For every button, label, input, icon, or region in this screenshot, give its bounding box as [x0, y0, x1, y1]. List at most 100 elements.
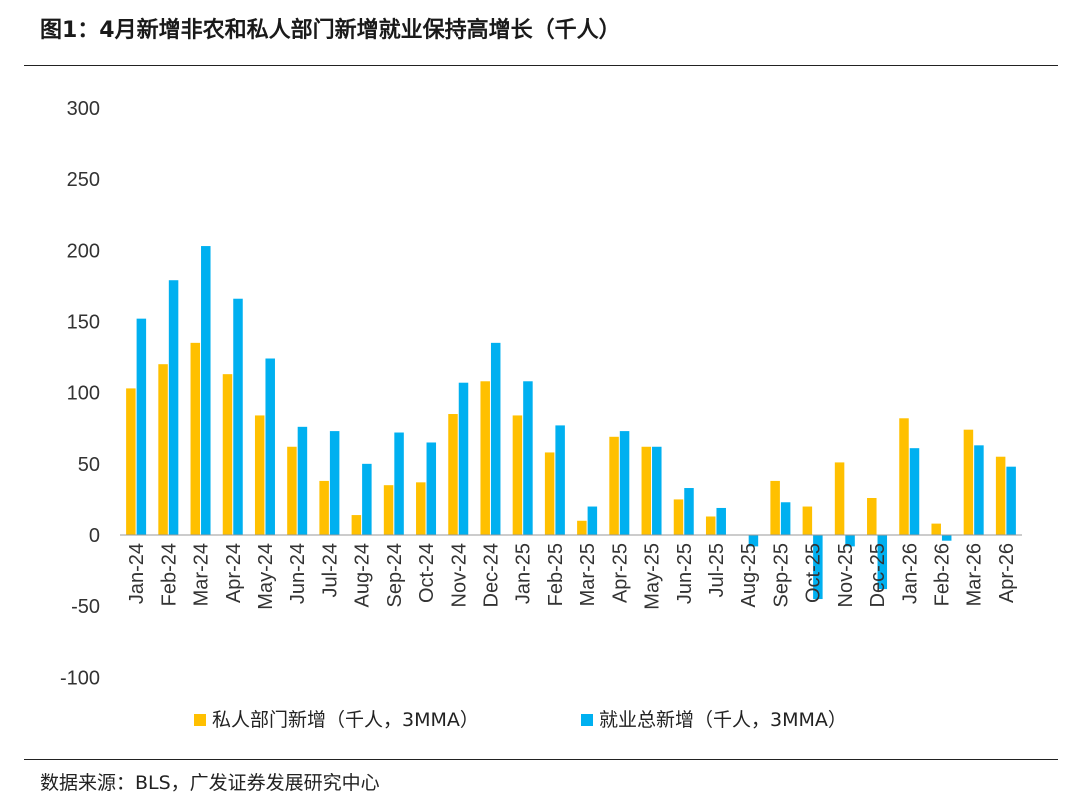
x-tick-label: Oct-24: [416, 543, 438, 603]
x-tick-label: Aug-25: [738, 543, 760, 608]
bar-private: [448, 414, 458, 535]
legend-swatch-private: [194, 714, 206, 726]
bar-private: [705, 516, 716, 535]
bar-private: [222, 374, 233, 535]
y-tick-label: 0: [89, 525, 100, 547]
bar-private: [931, 523, 941, 535]
x-tick-label: Sep-24: [384, 543, 406, 608]
bar-total: [297, 426, 308, 535]
source-note: 数据来源：BLS，广发证券发展研究中心: [40, 772, 380, 794]
x-tick-label: Sep-25: [770, 543, 792, 608]
x-tick-label: Jun-24: [287, 543, 309, 604]
x-tick-label: Jan-26: [899, 543, 921, 604]
bar-total: [909, 448, 920, 535]
bar-private: [899, 418, 909, 535]
bar-private: [609, 436, 619, 535]
bar-total: [941, 535, 952, 541]
bar-total: [716, 507, 726, 535]
bar-private: [512, 415, 523, 535]
bar-total: [168, 280, 179, 535]
bar-total: [426, 442, 437, 535]
bar-private: [802, 506, 813, 535]
bar-private: [480, 381, 490, 535]
x-tick-label: Jun-25: [674, 543, 696, 604]
bar-private: [287, 446, 297, 535]
bar-total: [490, 342, 501, 535]
x-tick-label: May-24: [255, 543, 277, 610]
bar-private: [834, 462, 845, 535]
y-tick-label: -50: [71, 596, 100, 618]
x-tick-label: Nov-24: [448, 543, 470, 607]
y-tick-label: 50: [78, 454, 100, 476]
y-tick-label: 300: [67, 98, 100, 120]
x-tick-label: Mar-25: [577, 543, 599, 606]
legend-label-private: 私人部门新增（千人，3MMA）: [212, 709, 479, 731]
bar-total: [394, 432, 404, 535]
bar-private: [158, 364, 168, 535]
bar-total: [684, 488, 694, 535]
bar-private: [351, 515, 362, 535]
y-tick-label: 100: [67, 383, 100, 405]
x-tick-label: Apr-26: [996, 543, 1018, 603]
x-tick-label: Jan-25: [513, 543, 535, 604]
bar-private: [770, 480, 780, 535]
x-tick-label: Mar-24: [191, 543, 213, 606]
bar-total: [523, 381, 533, 535]
legend-swatch-total: [581, 714, 593, 726]
x-tick-label: Jan-24: [126, 543, 148, 604]
x-tick-label: Apr-24: [223, 543, 245, 603]
bar-total: [555, 425, 565, 535]
bar-total: [136, 318, 147, 535]
bar-total: [362, 463, 372, 535]
x-tick-label: Feb-25: [545, 543, 567, 606]
x-tick-label: Feb-24: [158, 543, 180, 606]
bar-private: [867, 497, 877, 535]
bar-total: [587, 506, 598, 535]
bar-private: [577, 520, 587, 535]
bar-total: [1006, 466, 1016, 535]
x-tick-label: Nov-25: [835, 543, 857, 607]
x-axis: Jan-24 Feb-24 Mar-24 Apr-24 May-24 Jun-24 Jul-…: [126, 543, 1018, 610]
bar-total: [877, 535, 888, 590]
x-tick-label: Mar-26: [964, 543, 986, 606]
bar-total: [201, 246, 211, 535]
bar-private: [383, 485, 394, 535]
x-tick-label: Oct-25: [803, 543, 825, 603]
legend-label-total: 就业总新增（千人，3MMA）: [599, 709, 847, 731]
bar-private: [416, 482, 426, 535]
bar-private: [254, 415, 265, 535]
x-tick-label: Dec-24: [480, 543, 502, 607]
bar-total: [329, 431, 340, 535]
legend: 私人部门新增（千人，3MMA） 就业总新增（千人，3MMA）: [194, 709, 847, 731]
x-tick-label: Feb-26: [931, 543, 953, 606]
y-axis: 300 250 200 150 100 50 0 -50 -100: [60, 98, 100, 689]
x-tick-label: Apr-25: [609, 543, 631, 603]
y-tick-label: 200: [67, 240, 100, 262]
bar-private: [544, 452, 555, 535]
bar-private: [641, 446, 652, 535]
bar-total: [619, 431, 630, 535]
y-tick-label: 150: [67, 312, 100, 334]
bar-private: [963, 429, 974, 535]
y-tick-label: -100: [60, 667, 100, 689]
chart-title: 图1：4月新增非农和私人部门新增就业保持高增长（千人）: [40, 18, 621, 43]
top-rule: [24, 65, 1058, 66]
y-tick-label: 250: [67, 169, 100, 191]
bar-total: [265, 358, 275, 535]
bar-private: [995, 456, 1006, 535]
bar-total: [458, 382, 469, 535]
bottom-rule: [24, 759, 1058, 760]
bars: [126, 246, 1016, 600]
bar-private: [319, 480, 329, 535]
bar-total: [652, 446, 662, 535]
bar-total: [780, 502, 791, 535]
bar-total: [748, 535, 759, 547]
x-tick-label: May-25: [642, 543, 664, 610]
bar-total: [233, 298, 243, 535]
bar-total: [813, 535, 823, 600]
x-tick-label: Dec-25: [867, 543, 889, 607]
x-tick-label: Jul-24: [319, 543, 341, 597]
bar-private: [673, 499, 684, 535]
x-tick-label: Aug-24: [352, 543, 374, 608]
